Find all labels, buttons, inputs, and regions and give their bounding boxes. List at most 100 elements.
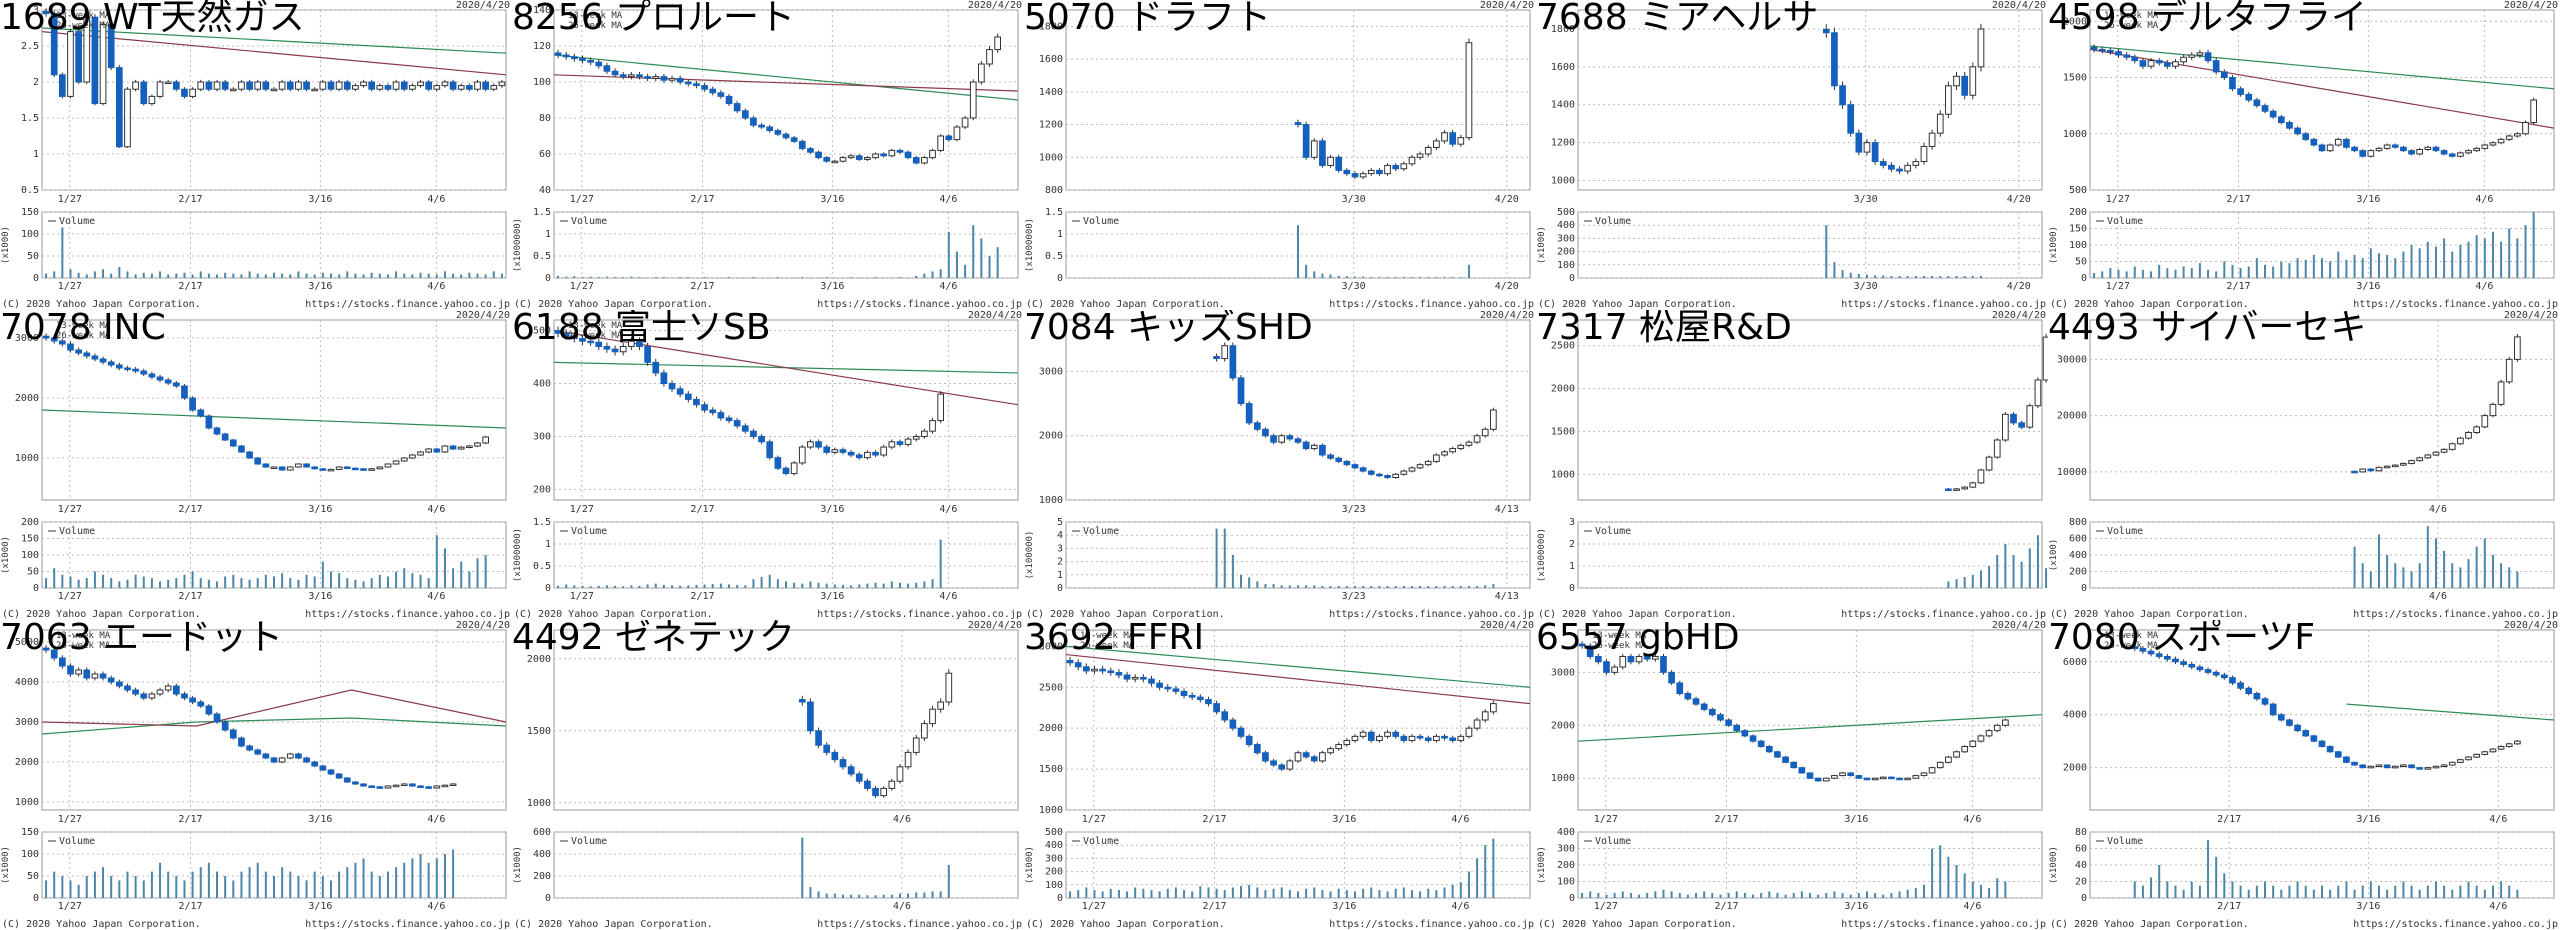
candle-body [1651,655,1659,660]
candle-body [961,117,969,128]
volume-bar [1605,894,1608,898]
candle-body [360,81,367,87]
volume-bar [898,893,901,898]
source-link[interactable]: https://stocks.finance.yahoo.co.jp [305,299,510,310]
candle-body [1822,28,1830,34]
source-link[interactable]: https://stocks.finance.yahoo.co.jp [817,609,1022,620]
volume-bar [2394,885,2397,898]
volume-bar [1329,274,1332,278]
volume-legend-label: Volume [59,526,95,537]
source-link[interactable]: https://stocks.finance.yahoo.co.jp [817,919,1022,930]
price-tick-label: 2000 [1039,723,1063,734]
candle-body [798,699,806,703]
volume-bar [93,871,96,898]
date-tick-label: 2/17 [178,194,202,205]
candle-body [270,88,278,92]
candle-body [701,404,708,411]
stock-chart-panel[interactable]: 200 300 400 500 1/27 1/27 2/17 2/17 3/16 3/16 4/6 4… [512,310,1024,620]
volume-bar [1093,890,1096,898]
stock-chart-panel[interactable]: 1000 1500 2000 2500 3000 1/27 1/27 2/17 2/17 3/16… [1024,620,1536,930]
date-tick-label: 4/6 [1963,901,1981,912]
source-link[interactable]: https://stocks.finance.yahoo.co.jp [817,299,1022,310]
volume-bar [1849,272,1852,278]
volume-bar [1792,893,1795,898]
source-link[interactable]: https://stocks.finance.yahoo.co.jp [1329,919,1534,930]
candle-body [579,58,586,61]
source-link[interactable]: https://stocks.finance.yahoo.co.jp [1841,919,2046,930]
candle-body [1969,66,1977,96]
source-link[interactable]: https://stocks.finance.yahoo.co.jp [305,919,510,930]
volume-bar [898,582,901,588]
chart-svg: 2003004005001/271/272/172/173/163/164/64… [513,319,1019,602]
volume-bar [2223,873,2226,898]
volume-bar [1914,888,1917,898]
stock-chart-panel[interactable]: 40 60 80 100 120 140 1/27 1/27 2/17 2/17 3/16 3/16 4… [512,0,1024,310]
candle-body [205,705,213,715]
volume-bar [1435,586,1438,588]
stock-chart-panel[interactable]: 500 1000 1500 2000 1/27 1/27 2/17 2/17 3/16 3/16 4… [2048,0,2560,310]
candle-body [1749,735,1757,742]
candle-body [1416,464,1424,469]
source-link[interactable]: https://stocks.finance.yahoo.co.jp [1841,299,2046,310]
source-link[interactable]: https://stocks.finance.yahoo.co.jp [305,609,510,620]
volume-bar [1638,894,1641,898]
stock-chart-panel[interactable]: 1000 1200 1400 1600 1800 3/30 3/30 4/20 4/20 0 100… [1536,0,2048,310]
candle-body [1099,668,1106,672]
ma-legend-label: 13-week MA [1592,631,1647,641]
candle-body [733,103,741,112]
volume-bar [2028,548,2031,588]
candle-body [2416,149,2424,155]
candle-body [1961,486,1969,490]
stock-chart-panel[interactable]: 1000 2000 3000 3/23 3/23 4/13 4/13 0 1 2 3 4 5 (x1000… [1024,310,1536,620]
source-link[interactable]: https://stocks.finance.yahoo.co.jp [2353,609,2558,620]
ma-legend-label: 13-week MA [568,11,623,21]
chart-date: 2020/4/20 [1991,310,2046,321]
volume-bar [1922,276,1925,278]
volume-tick-label: 150 [21,827,39,838]
stock-chart-panel[interactable]: 2000 4000 6000 2/17 2/17 3/16 3/16 4/6 4/6 0 20 40 6… [2048,620,2560,930]
source-link[interactable]: https://stocks.finance.yahoo.co.jp [2353,299,2558,310]
volume-bar [1256,887,1259,898]
volume-bar [882,583,885,588]
candle-body [197,701,205,707]
source-link[interactable]: https://stocks.finance.yahoo.co.jp [1841,609,2046,620]
source-link[interactable]: https://stocks.finance.yahoo.co.jp [1329,609,1534,620]
candle-body [912,157,920,164]
candle-body [2351,761,2358,766]
candle-body [823,744,831,753]
stock-chart-panel[interactable]: 1000 2000 3000 4000 5000 1/27 1/27 2/17 2/17 3/16… [0,620,512,930]
volume-bar [2426,241,2429,278]
volume-bar [1988,566,1991,588]
candle-body [1863,142,1871,153]
candle-body [1400,735,1408,741]
volume-bar [1427,277,1430,278]
stock-chart-panel[interactable]: 1000 2000 3000 1/27 1/27 2/17 2/17 3/16 3/16 4/6 4… [1536,620,2048,930]
stock-chart-panel[interactable]: 0.5 1 1.5 2 2.5 3 1/27 1/27 2/17 2/17 3/16 3/16 4/6 4… [0,0,512,310]
date-tick-label: 1/27 [1082,814,1106,825]
stock-chart-panel[interactable]: 800 1000 1200 1400 1600 1800 3/30 3/30 4/20 4/20 0… [1024,0,1536,310]
candle-body [343,466,351,469]
volume-bar [1743,893,1746,898]
candle-body [2326,745,2334,753]
volume-bar [386,576,389,588]
chart-svg: 1000200030001/271/272/172/173/163/164/64… [1,319,507,602]
candle-body [1977,735,1985,742]
candle-body [2155,653,2163,657]
candle-body [579,338,586,342]
stock-chart-panel[interactable]: 1000 2000 3000 1/27 1/27 2/17 2/17 3/16 3/16 4/6 4… [0,310,512,620]
volume-bar [1313,585,1316,588]
date-tick-label: 3/23 [1342,591,1366,602]
volume-tick-label: 50 [27,871,39,882]
price-plot-frame [553,629,1019,811]
candle-body [2367,468,2375,472]
candle-body [83,669,91,679]
volume-bar [801,837,804,898]
volume-tick-label: 300 [1045,853,1063,864]
stock-chart-panel[interactable]: 10000 20000 30000 4/6 4/6 0 200 400 600 800 (x100)… [2048,310,2560,620]
stock-chart-panel[interactable]: 1000 1500 2000 2500 0 1 2 3 (x1000000) Volume 7317… [1536,310,2048,620]
source-link[interactable]: https://stocks.finance.yahoo.co.jp [2353,919,2558,930]
volume-bar [2483,538,2486,588]
source-link[interactable]: https://stocks.finance.yahoo.co.jp [1329,299,1534,310]
stock-chart-panel[interactable]: 1000 1500 2000 4/6 4/6 0 200 400 600 (x1000) Volum… [512,620,1024,930]
